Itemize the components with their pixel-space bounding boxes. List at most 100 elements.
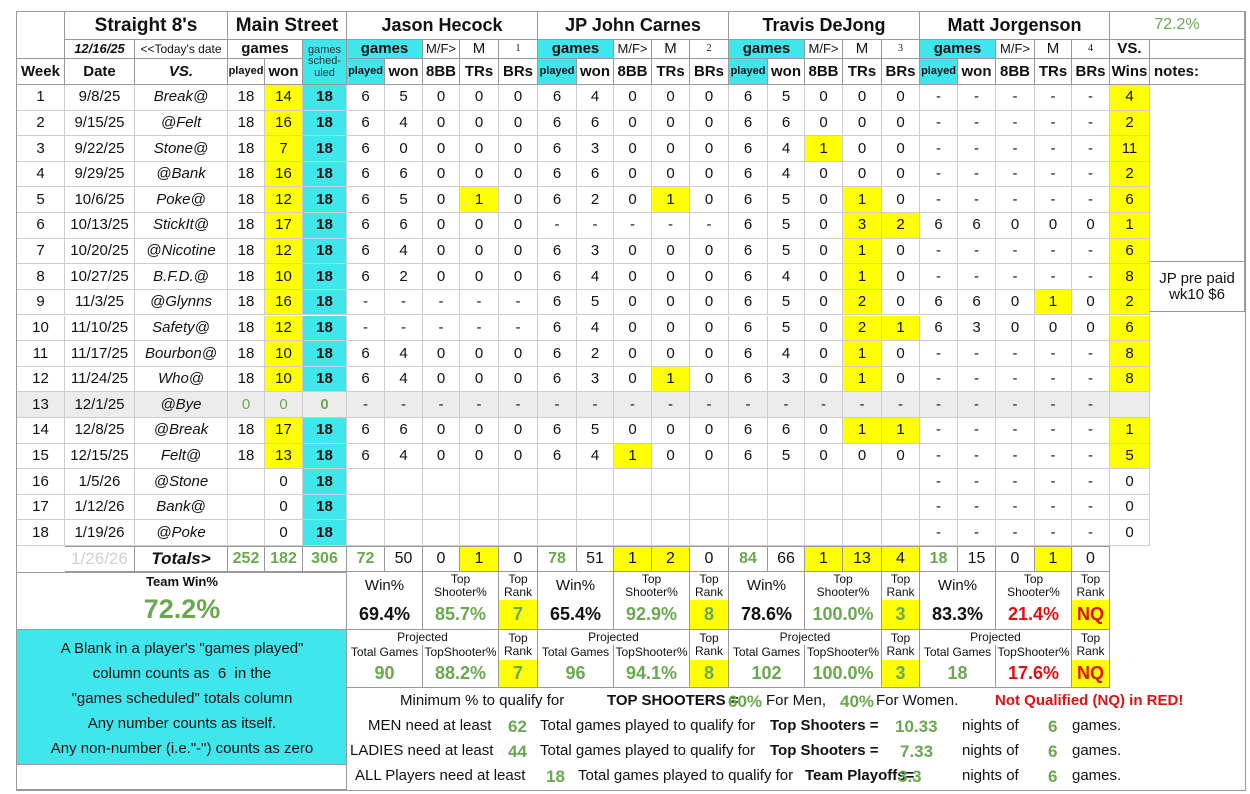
table-cell: 0 [805,341,843,367]
table-cell: - [958,392,996,418]
table-cell: 4 [577,85,614,111]
table-cell: 5 [768,289,805,316]
table-cell: 6 [729,289,768,316]
table-cell [1110,392,1150,418]
table-cell: 6 [347,366,385,393]
table-cell: 5 [768,315,805,342]
table-cell: 5 [768,213,805,239]
table-cell [460,520,499,546]
table-cell: 3 [577,366,614,393]
table-cell: 18 [228,443,265,470]
table-cell: 0 [805,264,843,290]
stat-label: Top Rank [882,572,920,600]
table-cell [768,469,805,495]
table-cell: - [1035,161,1072,188]
stat-value: 78.6% [729,600,805,630]
projected-label: Total Games [920,645,996,660]
table-cell: 18 [303,213,347,239]
table-cell: 4 [385,443,423,470]
table-cell: 18 [228,110,265,137]
table-cell: - [423,315,460,342]
table-cell: @Glynns [135,289,228,316]
column-header: won [577,59,614,85]
table-cell: - [958,366,996,393]
table-cell: 1 [652,187,690,214]
table-cell: 6 [1110,187,1150,214]
table-cell: 6 [347,161,385,188]
table-cell [228,494,265,521]
team-win-box [17,572,347,630]
frame [16,11,1246,791]
table-cell: 3 [843,213,882,239]
stat-value: 65.4% [538,600,614,630]
table-cell: - [996,110,1035,137]
notes-area [1150,85,1245,262]
table-cell: - [577,213,614,239]
player-number: 2 [690,40,729,59]
table-cell: 0 [652,417,690,444]
table-cell: - [1072,161,1110,188]
table-cell: 0 [882,136,920,162]
total-cell: 1 [1035,546,1072,572]
table-cell: 0 [1072,213,1110,239]
table-cell: 5 [768,85,805,111]
table-cell: 11 [1110,136,1150,162]
table-cell: 18 [228,187,265,214]
table-cell: @Stone [135,469,228,495]
projected-value: 102 [729,660,805,688]
table-cell [614,494,652,521]
table-cell: 0 [805,443,843,470]
column-header: won [958,59,996,85]
table-cell [729,520,768,546]
table-cell: 0 [423,161,460,188]
table-cell: 1 [805,136,843,162]
table-cell: - [1035,469,1072,495]
rule-text: Team Playoffs= [805,767,915,784]
table-cell [768,494,805,521]
table-cell: 4 [1110,85,1150,111]
table-cell: @Felt [135,110,228,137]
projected-label: Total Games [538,645,614,660]
table-cell [460,494,499,521]
table-cell: - [996,392,1035,418]
table-cell: 13 [17,392,65,418]
player-name: Jason Hecock [347,12,538,40]
table-cell [538,494,577,521]
table-cell: - [690,392,729,418]
table-cell: - [1035,187,1072,214]
table-cell: @Poke [135,520,228,546]
vs-label: VS. [1110,40,1150,59]
table-cell: - [577,392,614,418]
table-cell: 1 [614,443,652,470]
total-cell: 15 [958,546,996,572]
table-cell: 6 [538,366,577,393]
player-name: JP John Carnes [538,12,729,40]
table-cell [347,469,385,495]
stat-label: Top Rank [1072,572,1110,600]
table-cell: 0 [499,417,538,444]
table-cell: - [1035,366,1072,393]
table-cell: 0 [690,417,729,444]
projected-title: Projected [347,630,499,645]
table-cell: 6 [729,417,768,444]
table-cell: - [499,289,538,316]
stat-label: Top Shooter% [423,572,499,600]
table-cell: 0 [614,136,652,162]
projected-label: TopShooter% [614,645,690,660]
rule-text: games. [1072,742,1122,759]
games-label: games [228,40,303,59]
rule-text: Total games played to qualify for [540,742,756,759]
table-cell: - [1072,264,1110,290]
total-cell: 84 [729,546,768,572]
table-cell: 0 [460,341,499,367]
table-cell: 6 [347,264,385,290]
table-cell: 0 [614,161,652,188]
table-cell: 1 [460,187,499,214]
table-cell: 0 [423,443,460,470]
table-cell: 4 [768,136,805,162]
table-cell [805,494,843,521]
table-cell: 6 [920,315,958,342]
games-label: games [347,40,423,59]
table-cell: 3 [577,238,614,265]
table-cell: 4 [577,264,614,290]
